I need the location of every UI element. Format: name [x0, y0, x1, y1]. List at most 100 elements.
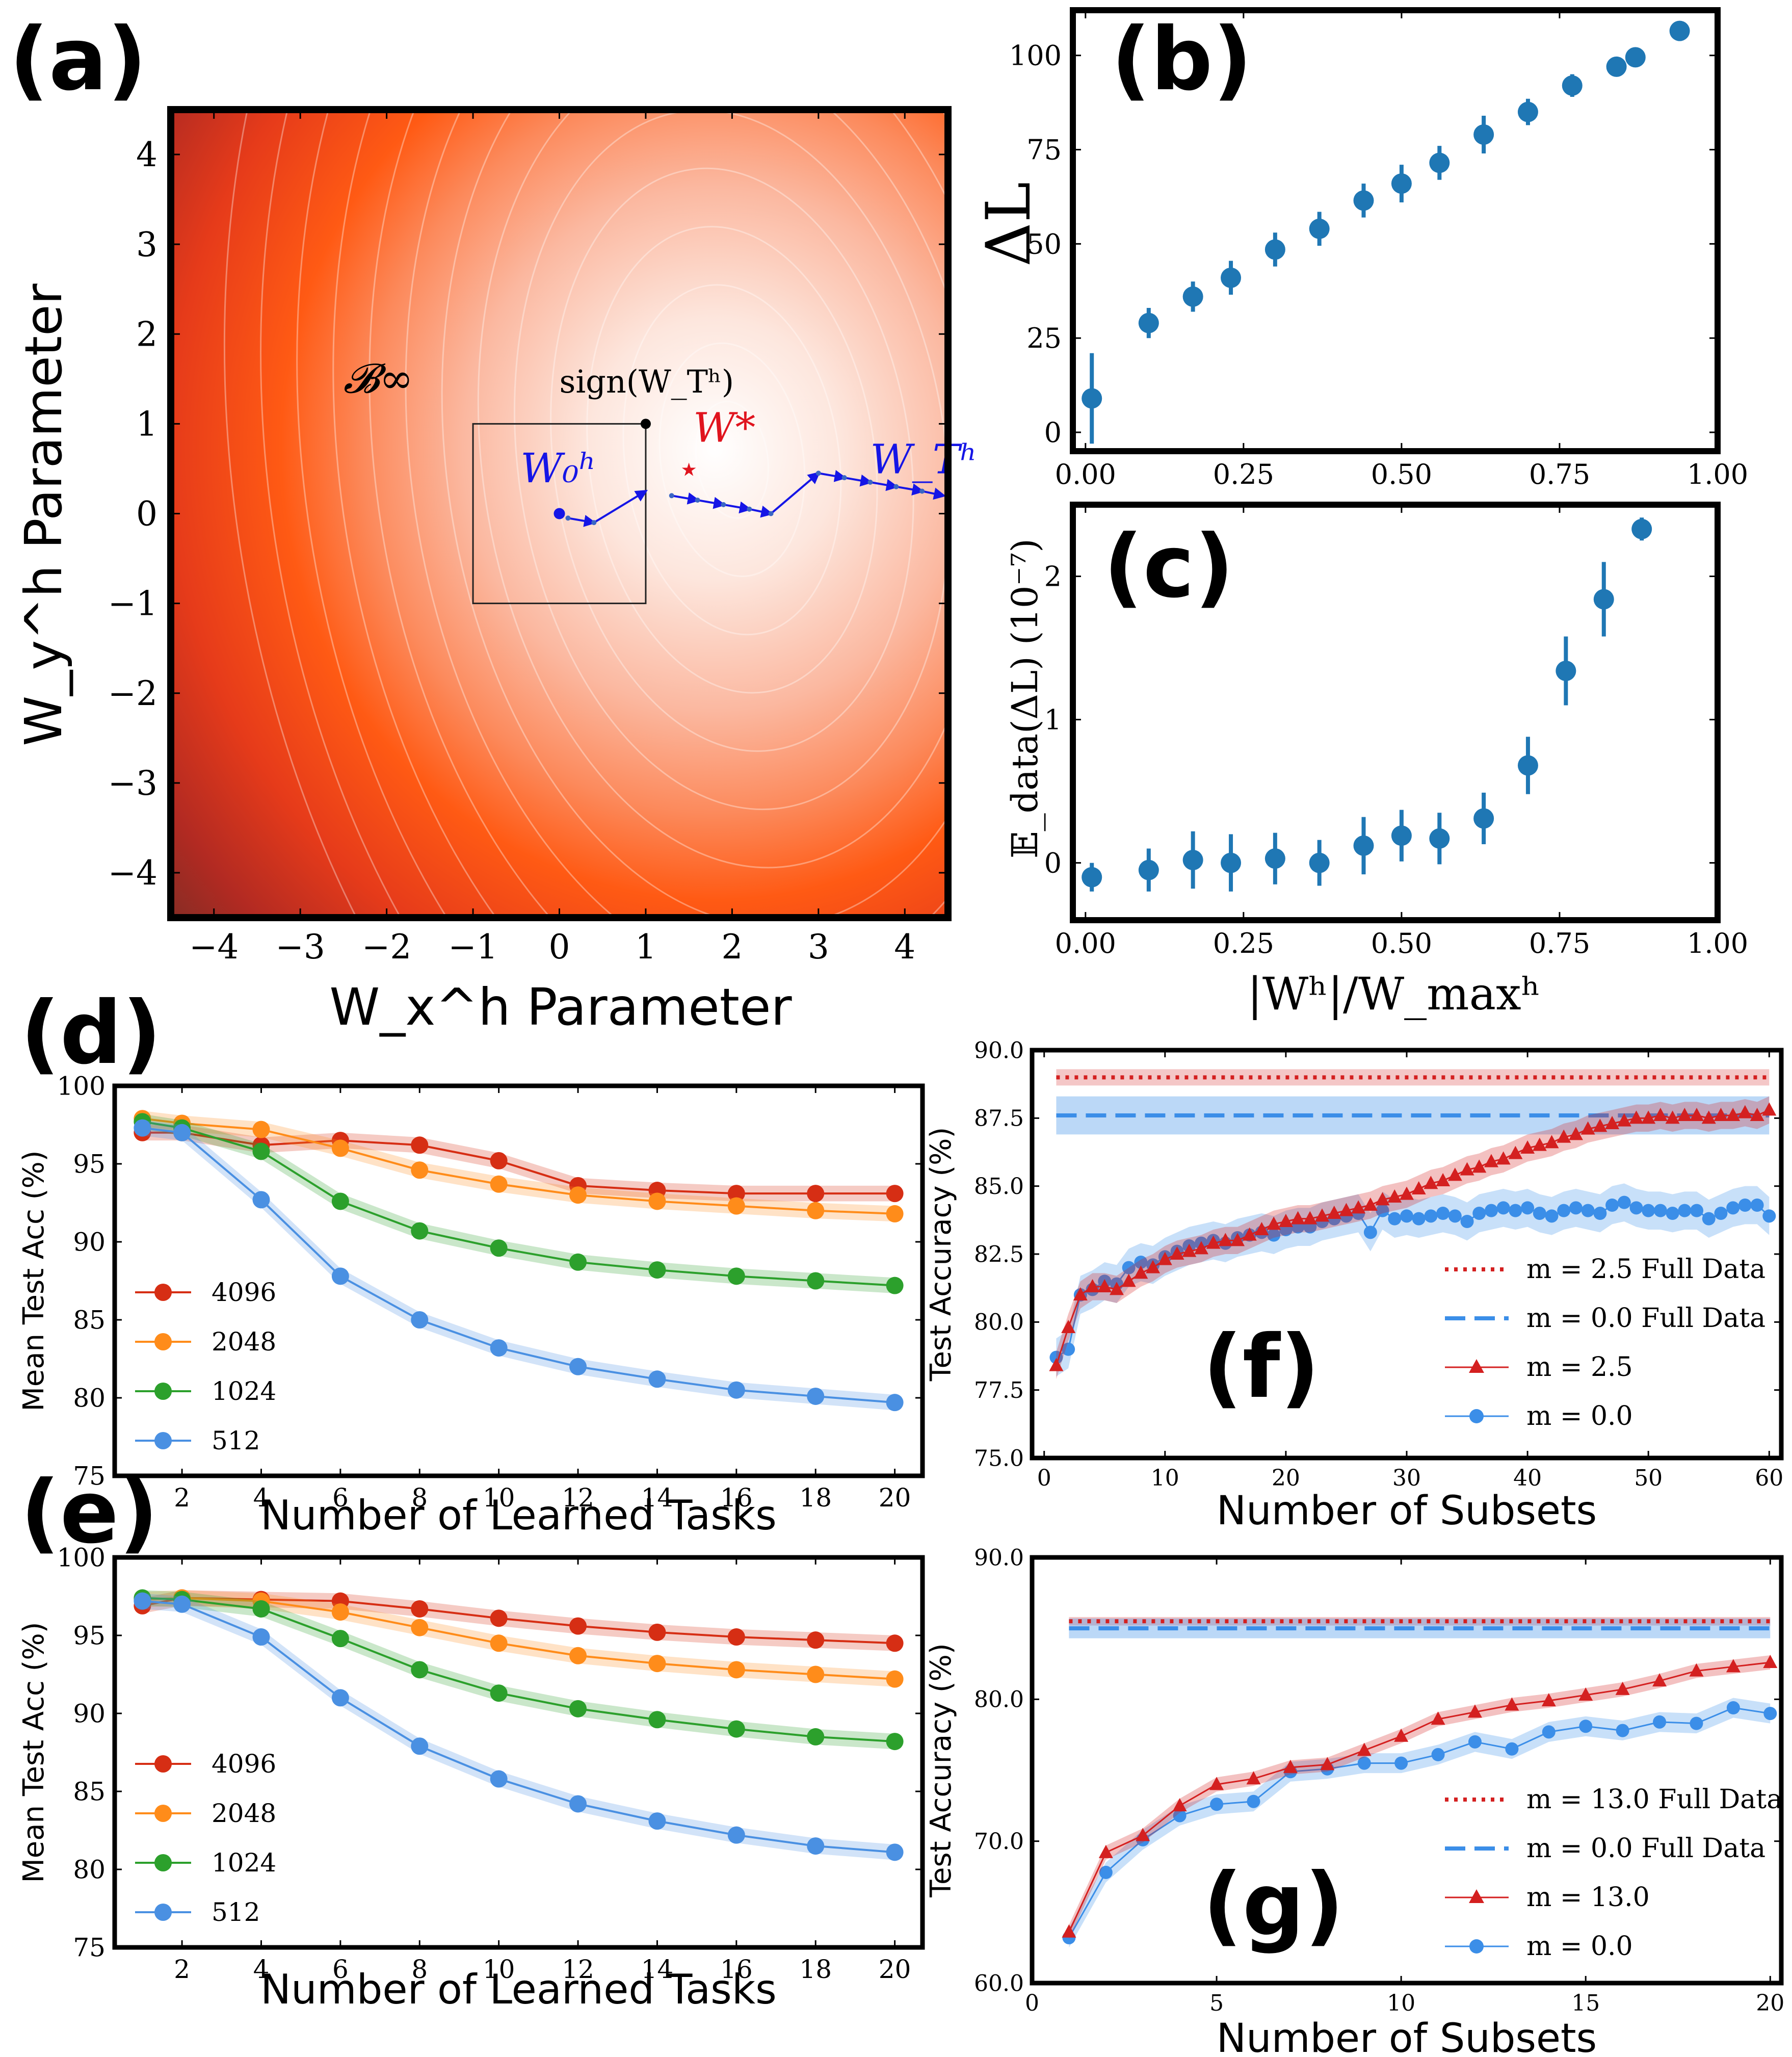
y-tick-label: 3 [136, 225, 157, 264]
series-point [1726, 1701, 1740, 1715]
legend-label: m = 2.5 [1526, 1352, 1633, 1383]
x-tick-label: 20 [879, 1955, 911, 1984]
x-tick-label: 0.50 [1371, 458, 1432, 490]
y-tick-label: 90.0 [974, 1037, 1024, 1063]
data-point [1264, 239, 1285, 260]
series-point [886, 1185, 904, 1203]
data-point [1138, 860, 1159, 880]
series-point [411, 1737, 429, 1755]
series-point [1642, 1204, 1655, 1217]
x-tick-label: 20 [1756, 1990, 1784, 2016]
series-point [1424, 1176, 1438, 1189]
series-point [807, 1202, 825, 1219]
panel-d-label: (d) [20, 983, 162, 1084]
series-point [727, 1185, 745, 1203]
series-point [411, 1311, 429, 1329]
x-tick-label: 16 [720, 1955, 753, 1984]
series-point [1665, 1110, 1680, 1124]
series-point [1085, 1279, 1100, 1292]
series-point [1763, 1707, 1777, 1721]
data-point [1353, 835, 1374, 856]
y-tick-label: 0 [1044, 416, 1062, 449]
legend-marker [154, 1284, 172, 1301]
series-point [1605, 1116, 1620, 1129]
series-point [411, 1222, 429, 1240]
series-point [569, 1186, 587, 1204]
series-point [490, 1152, 508, 1169]
wt-label: W_Tʰ [871, 435, 978, 483]
series-point [727, 1826, 745, 1844]
data-point [1082, 388, 1102, 409]
series-point [1283, 1759, 1298, 1773]
series-point [1505, 1742, 1519, 1756]
series-point [807, 1185, 825, 1203]
series-point [727, 1381, 745, 1399]
series-point [1484, 1204, 1498, 1217]
panel-f-ylabel: Test Accuracy (%) [925, 1127, 958, 1382]
x-tick-label: 0.25 [1213, 458, 1274, 490]
series-point [1617, 1113, 1631, 1127]
series-point [569, 1647, 587, 1664]
trajectory-arrow [671, 492, 700, 505]
y-tick-label: 80.0 [974, 1310, 1024, 1336]
y-tick-label: 100 [57, 1072, 106, 1101]
x-tick-label: 2 [174, 1483, 190, 1513]
y-tick-label: 60.0 [974, 1970, 1024, 1996]
legend-label: m = 0.0 [1526, 1401, 1633, 1431]
series-point [1726, 1201, 1740, 1215]
legend-label: m = 0.0 Full Data [1526, 1303, 1765, 1334]
series-point [1170, 1246, 1184, 1260]
x-tick-label: 8 [411, 1483, 428, 1513]
y-tick-label: 95 [73, 1150, 106, 1179]
series-point [173, 1124, 191, 1141]
panel-b-ticks: 0.00 0.25 0.50 0.75 1.00 0 25 50 75 100 [1009, 10, 1748, 490]
panel-e-ticks: 2 4 6 8 10 12 14 16 18 20 75 80 85 90 95 100 [57, 1543, 923, 1984]
series-point [1206, 1235, 1221, 1249]
data-point [1556, 661, 1576, 681]
legend-marker [1469, 1359, 1484, 1373]
panel-e-frame [112, 1555, 925, 1950]
trajectory-point [867, 479, 873, 485]
series-point [1327, 1206, 1341, 1219]
series-point [1726, 1659, 1741, 1673]
sign-wt-label: sign(W_Tʰ) [560, 363, 734, 400]
x-tick-label: 2 [174, 1955, 190, 1984]
data-point [1138, 313, 1159, 333]
w0-marker [554, 508, 565, 519]
series-point [1290, 1211, 1305, 1225]
series-point [1653, 1108, 1668, 1121]
series-point [569, 1358, 587, 1375]
series-point [1173, 1809, 1187, 1822]
x-tick-label: 10 [1151, 1465, 1179, 1491]
series-point [1303, 1211, 1317, 1225]
y-tick-label: 1 [1044, 704, 1062, 736]
series-point [252, 1191, 270, 1209]
w-star-label: W* [693, 404, 755, 452]
series-point [490, 1634, 508, 1652]
b-infinity-box [472, 423, 647, 605]
data-point [1606, 56, 1627, 77]
series-point [1375, 1192, 1390, 1206]
series-point [1062, 1342, 1075, 1356]
trajectory-arrow [749, 505, 774, 518]
contour-line [332, 0, 1132, 1102]
x-tick-label: 6 [332, 1955, 349, 1984]
series-point [648, 1623, 666, 1641]
series-point [1541, 1693, 1556, 1707]
x-tick-label: 4 [253, 1483, 270, 1513]
series-point [1136, 1828, 1150, 1841]
y-tick-label: 0 [1044, 847, 1062, 879]
series-point [252, 1628, 270, 1646]
series-point [1388, 1212, 1402, 1226]
series-point [1533, 1207, 1546, 1220]
panel-c-frame [1070, 502, 1721, 923]
series-point [886, 1843, 904, 1861]
series-point [1557, 1204, 1571, 1217]
contour-line [477, 51, 987, 869]
legend-label: 1024 [212, 1848, 276, 1878]
series-point [1605, 1199, 1619, 1212]
trajectory-arrow [870, 479, 899, 491]
trajectory-point [695, 498, 700, 503]
series-point [1109, 1282, 1124, 1295]
panel-d-ylabel: Mean Test Acc (%) [17, 1150, 50, 1411]
